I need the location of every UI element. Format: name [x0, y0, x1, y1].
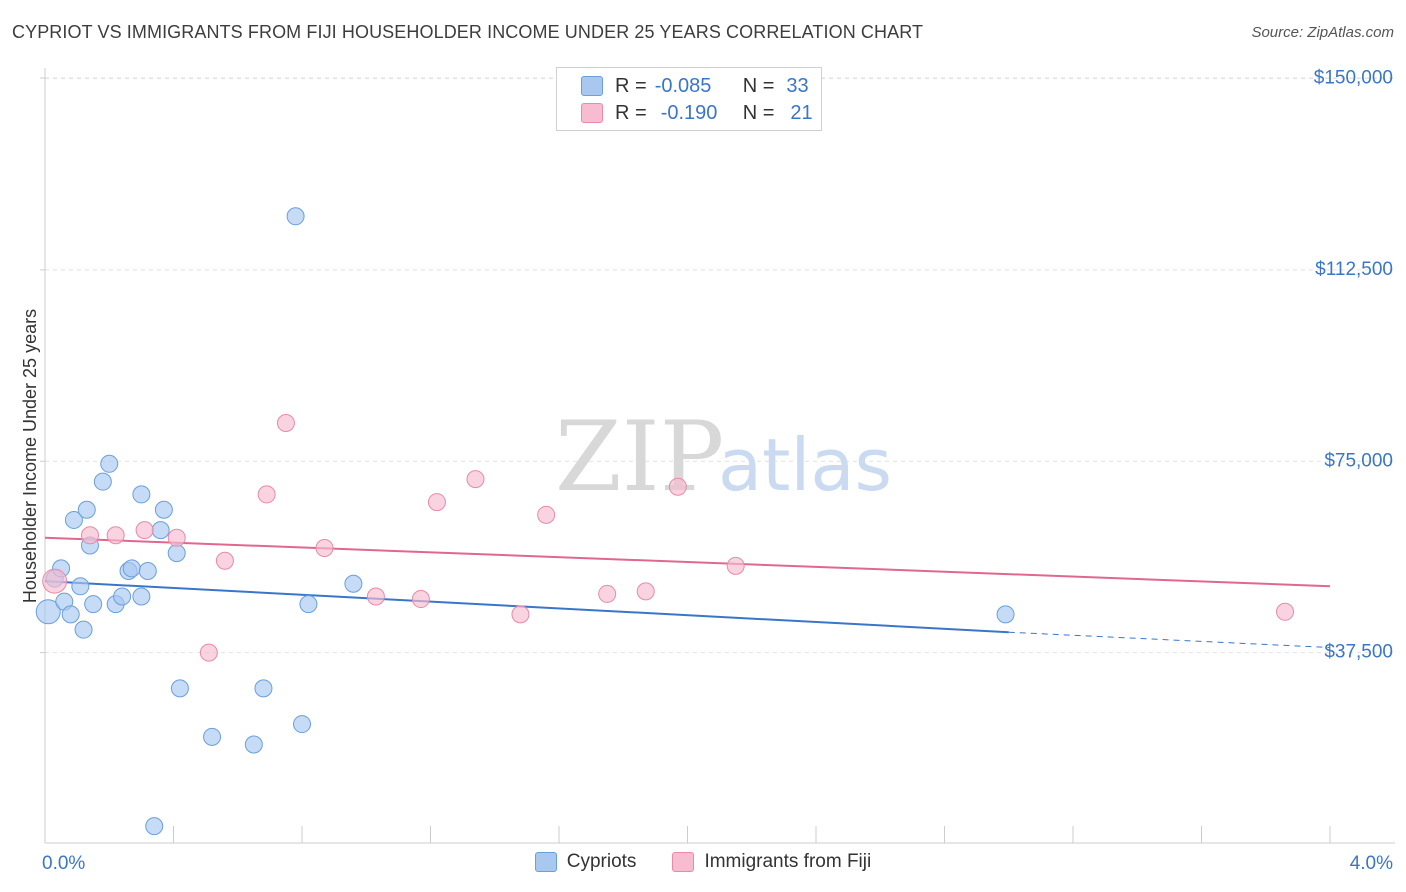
- point-1-11: [411, 590, 430, 609]
- series-label-cypriots: Cypriots: [566, 851, 637, 872]
- x-tick-labels: 0.0% 4.0%: [42, 853, 1393, 874]
- chart-title: CYPRIOT VS IMMIGRANTS FROM FIJI HOUSEHOL…: [12, 22, 924, 42]
- point-1-4: [167, 528, 186, 547]
- point-0-22: [167, 544, 186, 563]
- series-legend-cypriots[interactable]: Cypriots: [534, 851, 637, 873]
- series-label-fiji: Immigrants from Fiji: [704, 851, 872, 872]
- legend-r-label: R =: [615, 101, 647, 124]
- point-0-8: [77, 500, 96, 519]
- trend-line-0: [44, 580, 1009, 634]
- point-1-16: [598, 584, 617, 603]
- point-1-8: [276, 413, 295, 432]
- point-0-21: [154, 500, 173, 519]
- point-1-5: [199, 643, 218, 662]
- point-1-18: [668, 477, 687, 496]
- point-1-2: [106, 526, 125, 545]
- point-0-0: [35, 599, 61, 625]
- point-1-17: [636, 582, 655, 601]
- source-label: Source: ZipAtlas.com: [1251, 24, 1394, 41]
- point-0-19: [138, 561, 157, 580]
- series-legend-fiji[interactable]: Immigrants from Fiji: [672, 851, 871, 873]
- legend-swatch-fiji: [581, 103, 603, 123]
- x-tick-label-max: 4.0%: [1350, 853, 1393, 874]
- point-1-12: [427, 493, 446, 512]
- grid-lines: [45, 77, 1395, 654]
- point-0-20: [151, 521, 170, 540]
- y-tick-label-2: $112,500: [1315, 259, 1393, 280]
- legend-row-fiji: R = -0.190 N = 21: [581, 99, 813, 127]
- point-0-32: [996, 605, 1015, 624]
- series-swatch-cypriots: [534, 852, 557, 872]
- point-0-11: [93, 472, 112, 491]
- point-0-4: [61, 605, 80, 624]
- point-1-7: [257, 485, 276, 504]
- point-0-10: [84, 595, 103, 614]
- legend-row-cypriots: R = -0.085 N = 33: [581, 72, 809, 100]
- point-0-28: [293, 715, 311, 734]
- trend-line-ext-0: [1008, 631, 1331, 649]
- legend-r-value: -0.190: [660, 101, 718, 124]
- y-tick-label-0: $37,500: [1324, 642, 1393, 663]
- point-1-13: [466, 470, 485, 489]
- y-tick-label-3: $150,000: [1314, 68, 1393, 89]
- axes: [40, 68, 1395, 844]
- point-0-23: [170, 679, 189, 698]
- point-0-14: [113, 587, 132, 606]
- point-0-25: [244, 735, 263, 754]
- point-0-26: [254, 679, 273, 698]
- point-0-12: [100, 454, 119, 473]
- point-1-20: [1276, 602, 1295, 621]
- x-tick-label-min: 0.0%: [42, 853, 85, 874]
- point-1-10: [366, 587, 385, 606]
- legend-n-label: N =: [742, 101, 775, 124]
- point-0-7: [74, 620, 93, 639]
- point-0-6: [71, 577, 90, 596]
- point-1-15: [537, 505, 556, 524]
- legend-r-value: -0.085: [654, 74, 712, 97]
- point-1-1: [80, 526, 99, 545]
- point-0-31: [145, 817, 164, 836]
- point-0-30: [344, 574, 363, 593]
- correlation-legend: R = -0.085 N = 33 R = -0.190 N = 21: [556, 67, 822, 131]
- trend-line-1: [44, 536, 1331, 588]
- point-0-24: [203, 727, 222, 746]
- legend-n-value: 21: [790, 101, 813, 124]
- legend-r-label: R =: [615, 74, 647, 97]
- point-1-14: [511, 605, 530, 624]
- series-swatch-fiji: [672, 852, 695, 872]
- trend-lines: [44, 536, 1331, 649]
- legend-n-value: 33: [786, 74, 809, 97]
- data-points: [35, 207, 1295, 836]
- legend-swatch-cypriots: [581, 76, 603, 96]
- point-0-5: [64, 510, 83, 529]
- watermark-atlas: atlas: [718, 423, 892, 507]
- point-0-27: [286, 207, 305, 226]
- point-0-17: [132, 587, 151, 606]
- point-1-19: [726, 556, 745, 575]
- point-0-18: [132, 485, 151, 504]
- legend-n-label: N =: [742, 74, 775, 97]
- series-legend: Cypriots Immigrants from Fiji: [0, 851, 1406, 873]
- y-axis-label: Householder Income Under 25 years: [20, 309, 40, 603]
- point-1-3: [135, 521, 154, 540]
- y-tick-label-1: $75,000: [1324, 450, 1393, 471]
- point-0-29: [299, 595, 318, 614]
- watermark-zip: ZIP: [555, 401, 724, 513]
- point-1-6: [215, 551, 234, 570]
- point-1-9: [315, 539, 334, 558]
- y-tick-labels: $37,500 $75,000 $112,500 $150,000: [1314, 68, 1393, 663]
- point-0-16: [122, 559, 141, 578]
- point-1-0: [42, 568, 68, 594]
